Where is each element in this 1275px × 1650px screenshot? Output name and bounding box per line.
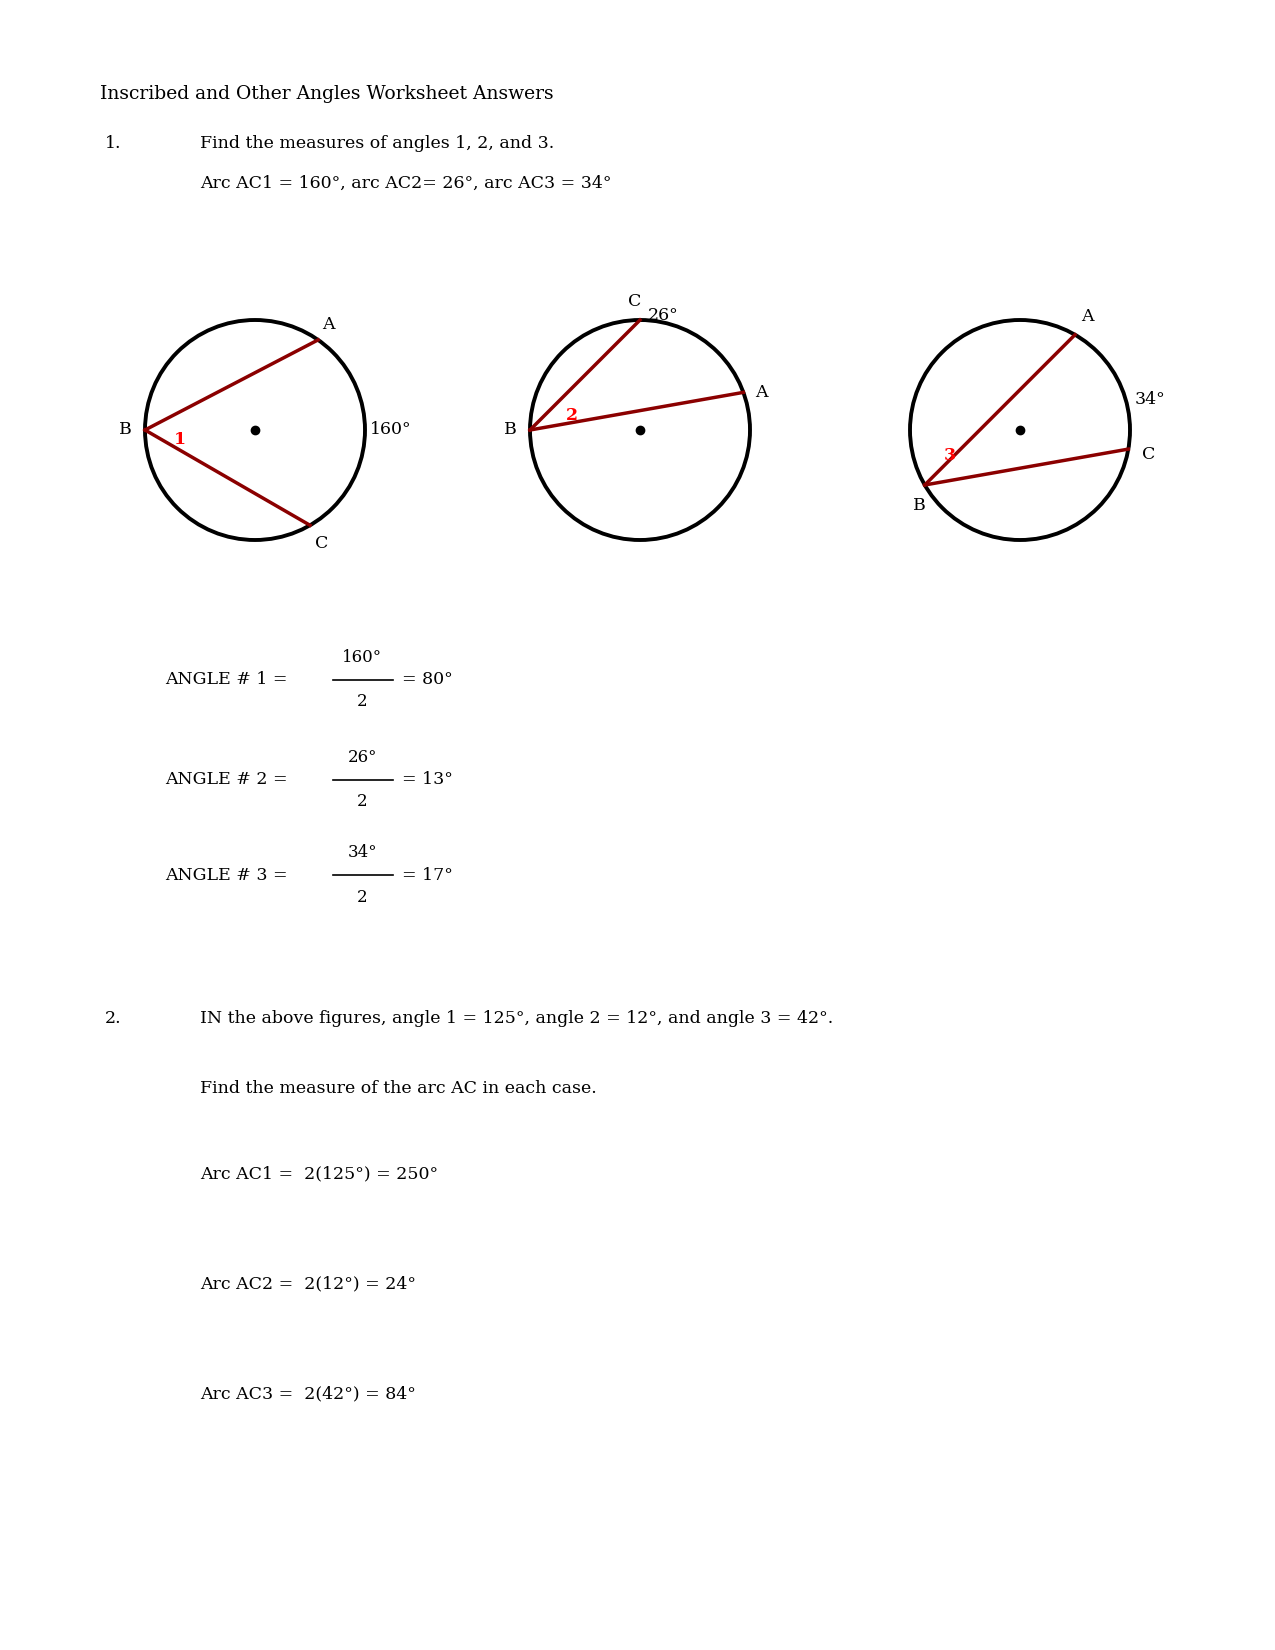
Text: 2: 2	[357, 888, 367, 906]
Text: ANGLE # 1 =: ANGLE # 1 =	[164, 672, 293, 688]
Text: 2: 2	[357, 693, 367, 711]
Text: 1.: 1.	[105, 135, 121, 152]
Text: 2.: 2.	[105, 1010, 121, 1026]
Text: 26°: 26°	[648, 307, 678, 323]
Text: Arc AC3 =  2(42°) = 84°: Arc AC3 = 2(42°) = 84°	[200, 1384, 416, 1402]
Text: 1: 1	[173, 432, 186, 449]
Text: Arc AC2 =  2(12°) = 24°: Arc AC2 = 2(12°) = 24°	[200, 1275, 416, 1292]
Text: C: C	[629, 294, 641, 310]
Text: 34°: 34°	[1135, 391, 1165, 409]
Text: 160°: 160°	[370, 421, 412, 439]
Text: C: C	[1141, 446, 1155, 462]
Text: Find the measures of angles 1, 2, and 3.: Find the measures of angles 1, 2, and 3.	[200, 135, 555, 152]
Text: Inscribed and Other Angles Worksheet Answers: Inscribed and Other Angles Worksheet Ans…	[99, 86, 553, 102]
Text: A: A	[321, 317, 334, 333]
Text: C: C	[315, 535, 329, 551]
Text: A: A	[1081, 309, 1093, 325]
Text: ANGLE # 2 =: ANGLE # 2 =	[164, 772, 293, 789]
Text: = 17°: = 17°	[403, 866, 454, 883]
Text: Find the measure of the arc AC in each case.: Find the measure of the arc AC in each c…	[200, 1081, 597, 1097]
Text: IN the above figures, angle 1 = 125°, angle 2 = 12°, and angle 3 = 42°.: IN the above figures, angle 1 = 125°, an…	[200, 1010, 834, 1026]
Text: = 13°: = 13°	[403, 772, 454, 789]
Text: 34°: 34°	[348, 845, 377, 861]
Text: = 80°: = 80°	[403, 672, 453, 688]
Text: 160°: 160°	[343, 650, 382, 667]
Text: 2: 2	[566, 406, 578, 424]
Text: B: B	[119, 421, 131, 439]
Text: B: B	[504, 421, 516, 439]
Text: 26°: 26°	[348, 749, 377, 767]
Text: 3: 3	[944, 447, 956, 464]
Text: Arc AC1 = 160°, arc AC2= 26°, arc AC3 = 34°: Arc AC1 = 160°, arc AC2= 26°, arc AC3 = …	[200, 175, 612, 191]
Text: ANGLE # 3 =: ANGLE # 3 =	[164, 866, 293, 883]
Text: B: B	[913, 497, 926, 513]
Text: A: A	[755, 384, 768, 401]
Text: 2: 2	[357, 794, 367, 810]
Text: Arc AC1 =  2(125°) = 250°: Arc AC1 = 2(125°) = 250°	[200, 1165, 439, 1181]
